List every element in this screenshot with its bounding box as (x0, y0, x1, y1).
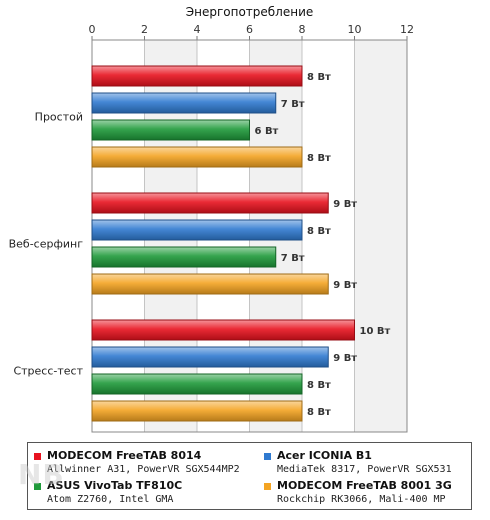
bar (91, 319, 355, 341)
bar (91, 373, 303, 395)
bar (91, 246, 277, 268)
legend-swatch (264, 453, 271, 460)
legend-series-name: MODECOM FreeTAB 8001 3G (277, 479, 452, 492)
data-label: 9 Вт (333, 199, 357, 210)
legend-series-description: Rockchip RK3066, Mali-400 MP (277, 494, 446, 505)
data-label: 8 Вт (307, 226, 331, 237)
data-label: 7 Вт (281, 99, 305, 110)
bar-chart: 0 2 4 6 8 10 12 ПростойВеб-серфингСтресс-тест … (9, 23, 414, 433)
data-label: 10 Вт (360, 326, 391, 337)
legend-series-name: Acer ICONIA B1 (277, 449, 372, 462)
bar (91, 400, 303, 422)
data-label: 8 Вт (307, 72, 331, 83)
bar (91, 192, 329, 214)
x-tick-label: 0 (89, 23, 96, 36)
bar (91, 273, 329, 295)
legend-series-description: MediaTek 8317, PowerVR SGX531 (277, 464, 452, 475)
bar (91, 219, 303, 241)
x-tick-label: 4 (194, 23, 201, 36)
data-label: 9 Вт (333, 280, 357, 291)
legend-swatch (34, 453, 41, 460)
x-tick-label: 10 (348, 23, 362, 36)
legend-series-name: MODECOM FreeTAB 8014 (47, 449, 202, 462)
category-label: Простой (35, 111, 83, 124)
category-label: Стресс-тест (13, 365, 83, 378)
data-label: 8 Вт (307, 153, 331, 164)
category-label: Веб-серфинг (9, 238, 84, 251)
bar (91, 346, 329, 368)
legend-swatch (264, 483, 271, 490)
x-tick-label: 2 (141, 23, 148, 36)
chart-title: Энергопотребление (185, 5, 314, 19)
bar (91, 146, 303, 168)
data-label: 7 Вт (281, 253, 305, 264)
legend: MODECOM FreeTAB 8014 Allwinner A31, Power… (27, 442, 472, 510)
x-tick-label: 6 (246, 23, 253, 36)
legend-series-description: Allwinner A31, PowerVR SGX544MP2 (47, 464, 240, 475)
data-label: 8 Вт (307, 380, 331, 391)
legend-series-name: ASUS VivoTab TF810C (47, 479, 183, 492)
legend-series-description: Atom Z2760, Intel GMA (47, 494, 174, 505)
x-tick-label: 12 (400, 23, 414, 36)
bar (91, 65, 303, 87)
bar (91, 119, 250, 141)
x-tick-label: 8 (299, 23, 306, 36)
legend-swatch (34, 483, 41, 490)
data-label: 6 Вт (255, 126, 279, 137)
bar (91, 92, 277, 114)
data-label: 9 Вт (333, 353, 357, 364)
data-label: 8 Вт (307, 407, 331, 418)
